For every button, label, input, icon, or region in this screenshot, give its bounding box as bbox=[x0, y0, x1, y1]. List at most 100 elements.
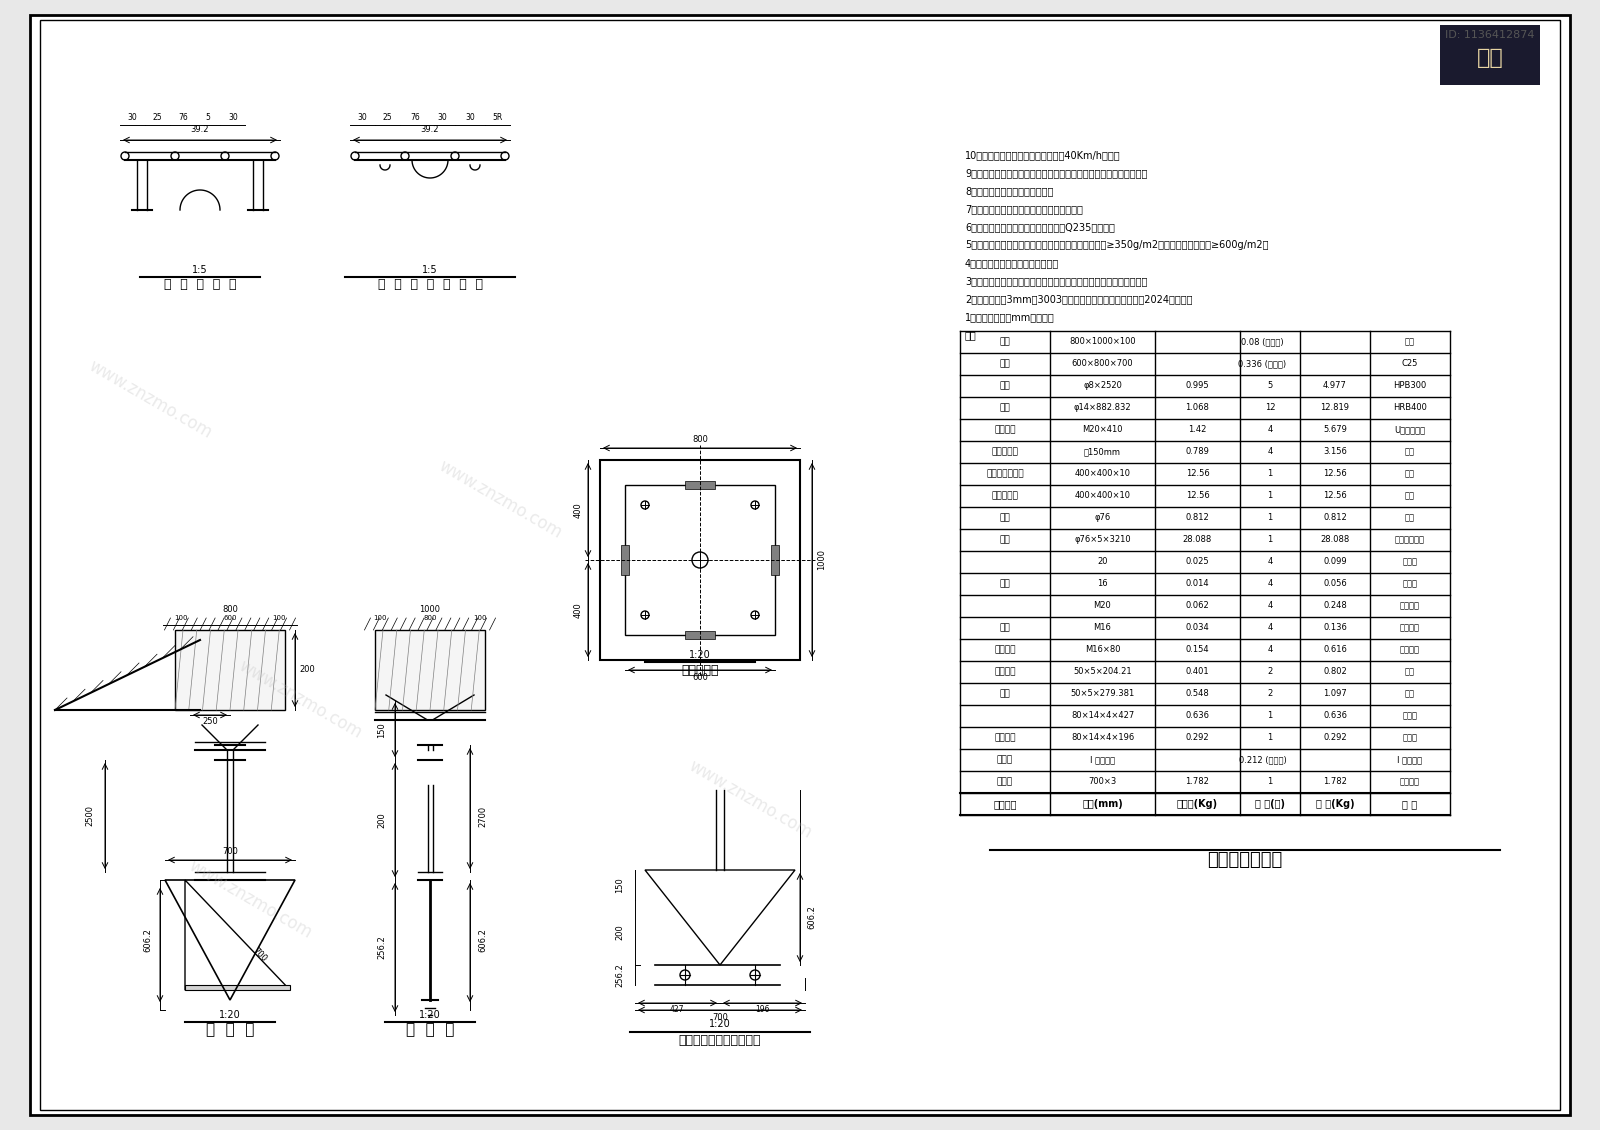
Bar bbox=[685, 481, 715, 489]
Text: 12.819: 12.819 bbox=[1320, 403, 1349, 412]
Text: 知末: 知末 bbox=[1477, 47, 1504, 68]
Text: 单件重(Kg): 单件重(Kg) bbox=[1178, 799, 1218, 809]
Text: 标志板: 标志板 bbox=[997, 777, 1013, 786]
Text: 4: 4 bbox=[1267, 601, 1272, 610]
Text: 256.2: 256.2 bbox=[378, 936, 387, 959]
Text: 垫层: 垫层 bbox=[1000, 338, 1010, 347]
Text: 800: 800 bbox=[222, 606, 238, 615]
Text: 0.548: 0.548 bbox=[1186, 689, 1210, 698]
Text: 六角螺栓: 六角螺栓 bbox=[1400, 645, 1421, 654]
Text: 10、标号内数值适用于行车速度小于40Km/h道路。: 10、标号内数值适用于行车速度小于40Km/h道路。 bbox=[965, 150, 1120, 160]
Text: 立柱: 立柱 bbox=[1000, 536, 1010, 545]
Text: 50×5×279.381: 50×5×279.381 bbox=[1070, 689, 1134, 698]
Text: 钢筋: 钢筋 bbox=[1000, 382, 1010, 391]
Text: 材料名称: 材料名称 bbox=[994, 799, 1016, 809]
Text: 0.636: 0.636 bbox=[1323, 712, 1347, 721]
Text: 标志板与立柱联结示意图: 标志板与立柱联结示意图 bbox=[678, 1034, 762, 1046]
Text: 0.401: 0.401 bbox=[1186, 668, 1210, 677]
Text: 4: 4 bbox=[1267, 426, 1272, 435]
Text: 抱  箍  大  样  图: 抱 箍 大 样 图 bbox=[163, 278, 237, 292]
Text: 25: 25 bbox=[382, 113, 392, 122]
Text: 0.034: 0.034 bbox=[1186, 624, 1210, 633]
Text: 4: 4 bbox=[1267, 645, 1272, 654]
Text: 30: 30 bbox=[438, 113, 448, 122]
Text: 基础加劲法兰盘: 基础加劲法兰盘 bbox=[986, 469, 1024, 478]
Text: 钢板: 钢板 bbox=[1405, 668, 1414, 677]
Text: 150: 150 bbox=[616, 877, 624, 893]
Text: 5、所有钢件均应进行热浸镀锌处理，管制件的镀锌量≥350g/m2，其它零件的镀锌量≥600g/m2。: 5、所有钢件均应进行热浸镀锌处理，管制件的镀锌量≥350g/m2，其它零件的镀锌… bbox=[965, 240, 1269, 250]
Text: 0.212 (平方米): 0.212 (平方米) bbox=[1238, 756, 1286, 765]
Text: 600×800×700: 600×800×700 bbox=[1072, 359, 1133, 368]
Text: 427: 427 bbox=[670, 1006, 685, 1015]
Text: www.znzmo.com: www.znzmo.com bbox=[186, 858, 315, 942]
Text: 8、标志板与立柱采用搭箍连接。: 8、标志板与立柱采用搭箍连接。 bbox=[965, 186, 1053, 195]
Text: φ76: φ76 bbox=[1094, 513, 1110, 522]
Text: 0.292: 0.292 bbox=[1186, 733, 1210, 742]
Text: 4: 4 bbox=[1267, 624, 1272, 633]
Text: 0.025: 0.025 bbox=[1186, 557, 1210, 566]
Text: 1:20: 1:20 bbox=[690, 650, 710, 660]
Text: 150: 150 bbox=[378, 722, 387, 738]
Text: 1:20: 1:20 bbox=[709, 1019, 731, 1029]
Text: 钢板: 钢板 bbox=[1405, 492, 1414, 501]
Text: 抱  箍  底  衬  大  样  图: 抱 箍 底 衬 大 样 图 bbox=[378, 278, 483, 292]
Text: 1.782: 1.782 bbox=[1323, 777, 1347, 786]
Text: φ14×882.832: φ14×882.832 bbox=[1074, 403, 1131, 412]
Text: M20×410: M20×410 bbox=[1082, 426, 1123, 435]
Text: 50×5×204.21: 50×5×204.21 bbox=[1074, 668, 1131, 677]
Text: 4: 4 bbox=[1267, 447, 1272, 457]
Text: 地脚螺栓: 地脚螺栓 bbox=[994, 426, 1016, 435]
Bar bbox=[174, 631, 285, 710]
Text: 1: 1 bbox=[1267, 733, 1272, 742]
Text: www.znzmo.com: www.znzmo.com bbox=[435, 458, 565, 542]
Text: 0.014: 0.014 bbox=[1186, 580, 1210, 589]
Text: 0.136: 0.136 bbox=[1323, 624, 1347, 633]
Text: ID: 1136412874: ID: 1136412874 bbox=[1445, 31, 1534, 40]
Text: 400: 400 bbox=[573, 602, 582, 618]
Text: 1.068: 1.068 bbox=[1186, 403, 1210, 412]
Text: www.znzmo.com: www.znzmo.com bbox=[85, 357, 214, 443]
Text: 256.2: 256.2 bbox=[616, 963, 624, 986]
Text: 0.616: 0.616 bbox=[1323, 645, 1347, 654]
Text: 垫圈: 垫圈 bbox=[1000, 580, 1010, 589]
Text: 200: 200 bbox=[299, 666, 315, 675]
Text: 0.056: 0.056 bbox=[1323, 580, 1347, 589]
Text: 25: 25 bbox=[152, 113, 162, 122]
Text: 28.088: 28.088 bbox=[1320, 536, 1350, 545]
Text: 606.2: 606.2 bbox=[808, 905, 816, 930]
Text: 钢板: 钢板 bbox=[1405, 469, 1414, 478]
Text: 螺母: 螺母 bbox=[1000, 624, 1010, 633]
Bar bbox=[600, 460, 800, 660]
Text: 基础法兰盘: 基础法兰盘 bbox=[992, 492, 1019, 501]
Text: 1: 1 bbox=[1267, 492, 1272, 501]
Text: 1: 1 bbox=[1267, 712, 1272, 721]
Text: 碎石: 碎石 bbox=[1405, 338, 1414, 347]
Text: 重 量(Kg): 重 量(Kg) bbox=[1315, 799, 1354, 809]
Text: 600: 600 bbox=[224, 615, 237, 622]
Text: HPB300: HPB300 bbox=[1394, 382, 1427, 391]
Text: 606.2: 606.2 bbox=[478, 928, 488, 951]
Text: 搭框: 搭框 bbox=[1000, 689, 1010, 698]
Text: 100: 100 bbox=[272, 615, 286, 622]
Text: 5.679: 5.679 bbox=[1323, 426, 1347, 435]
Text: 700: 700 bbox=[251, 946, 269, 964]
Text: 1: 1 bbox=[1267, 536, 1272, 545]
Text: 铝合金板: 铝合金板 bbox=[1400, 777, 1421, 786]
Text: 196: 196 bbox=[755, 1006, 770, 1015]
Text: 30: 30 bbox=[466, 113, 475, 122]
Bar bbox=[1440, 25, 1539, 85]
Text: 20: 20 bbox=[1098, 557, 1107, 566]
Text: HRB400: HRB400 bbox=[1394, 403, 1427, 412]
Text: 5: 5 bbox=[1267, 382, 1272, 391]
Text: 1: 1 bbox=[1267, 777, 1272, 786]
Text: 0.802: 0.802 bbox=[1323, 668, 1347, 677]
Text: 钢板: 钢板 bbox=[1405, 689, 1414, 698]
Text: www.znzmo.com: www.znzmo.com bbox=[685, 757, 814, 843]
Text: 700×3: 700×3 bbox=[1088, 777, 1117, 786]
Text: 12: 12 bbox=[1264, 403, 1275, 412]
Text: 3、标志与滑动槽铝采用铝合金铆钉连接，板面上的铆钉应打磨平滑。: 3、标志与滑动槽铝采用铝合金铆钉连接，板面上的铆钉应打磨平滑。 bbox=[965, 276, 1147, 286]
Text: 0.292: 0.292 bbox=[1323, 733, 1347, 742]
Text: 30: 30 bbox=[358, 113, 368, 122]
Text: 0.062: 0.062 bbox=[1186, 601, 1210, 610]
Text: 6、所有钢件均应将端部焊缝外边缘用Q235钢制作。: 6、所有钢件均应将端部焊缝外边缘用Q235钢制作。 bbox=[965, 221, 1115, 232]
